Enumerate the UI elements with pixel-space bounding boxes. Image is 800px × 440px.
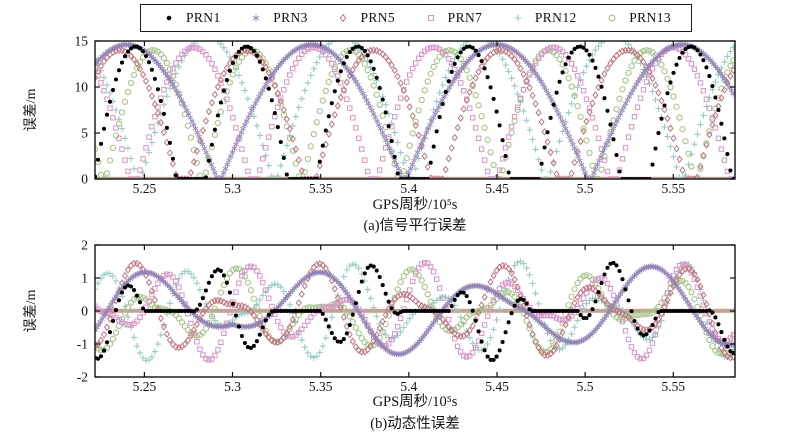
- y-tick-label: 10: [75, 80, 89, 95]
- series-prn13: [94, 265, 736, 357]
- y-tick-label: 1: [81, 271, 88, 286]
- series-prn3: [94, 263, 736, 358]
- y-tick-label: -1: [77, 337, 88, 352]
- chart-b-ylabel: 误差/m: [24, 289, 39, 333]
- legend-label: PRN7: [447, 10, 483, 25]
- axes-frame: [94, 244, 736, 378]
- legend-item-prn13: PRN13: [604, 10, 671, 26]
- y-tick-label: -2: [77, 370, 88, 385]
- y-tick-label: 0: [81, 172, 88, 187]
- zero-overlap-band: [95, 176, 735, 180]
- x-tick-label: 5.35: [309, 181, 333, 196]
- legend-item-prn7: PRN7: [423, 10, 483, 26]
- plot-area: [94, 40, 736, 180]
- axes-frame: [94, 40, 736, 180]
- legend-item-prn12: PRN12: [510, 10, 577, 26]
- asterisk-icon: [252, 14, 260, 22]
- chart-b-caption: (b)动态性误差: [370, 416, 460, 432]
- x-tick-label: 5.55: [661, 181, 685, 196]
- open-square-icon: [427, 15, 434, 21]
- chart-a-xlabel: GPS周秒/10⁵s: [372, 197, 458, 213]
- legend-item-prn1: PRN1: [161, 10, 221, 26]
- filled-circle-icon: [166, 15, 172, 21]
- x-tick-label: 5.3: [224, 379, 241, 394]
- series-prn12: [94, 258, 736, 364]
- zero-overlap-band: [95, 308, 735, 313]
- legend-label: PRN5: [360, 10, 396, 25]
- legend-label: PRN13: [629, 10, 671, 25]
- x-tick-label: 5.5: [577, 181, 594, 196]
- y-tick-label: 0: [81, 304, 88, 319]
- x-tick-label: 5.35: [309, 379, 333, 394]
- chart-a-ylabel: 误差/m: [24, 88, 39, 132]
- open-diamond-icon: [340, 13, 347, 23]
- x-tick-label: 5.3: [224, 181, 241, 196]
- chart-a-caption: (a)信号平行误差: [363, 218, 467, 234]
- legend-item-prn5: PRN5: [335, 10, 395, 26]
- tick-marks: [95, 244, 735, 378]
- series-prn7: [94, 44, 736, 180]
- series-prn12: [94, 40, 736, 180]
- chart-b-xlabel: GPS周秒/10⁵s: [372, 394, 458, 410]
- x-tick-label: 5.25: [133, 181, 157, 196]
- y-tick-label: 2: [81, 240, 88, 253]
- legend-box: PRN1 PRN3 PRN5 PRN7 PRN12 PRN13: [140, 4, 692, 32]
- x-tick-label: 5.25: [133, 379, 157, 394]
- tick-marks: [95, 40, 735, 180]
- x-tick-label: 5.45: [485, 379, 509, 394]
- legend-label: PRN3: [273, 10, 308, 25]
- legend-item-prn3: PRN3: [248, 10, 308, 26]
- open-circle-icon: [608, 14, 616, 22]
- series-prn3: [94, 41, 736, 180]
- x-tick-label: 5.5: [577, 379, 594, 394]
- plot-area: [94, 258, 736, 364]
- series-prn5: [94, 259, 736, 362]
- series-prn1: [94, 44, 736, 180]
- series-prn13: [94, 47, 736, 180]
- y-tick-label: 5: [81, 126, 88, 141]
- x-tick-label: 5.55: [661, 379, 685, 394]
- series-prn7: [94, 259, 736, 363]
- x-tick-label: 5.45: [485, 181, 509, 196]
- y-tick-label: 15: [75, 36, 89, 49]
- plus-icon: [514, 14, 522, 22]
- series-prn1: [94, 260, 736, 362]
- legend-label: PRN1: [186, 10, 221, 25]
- series-prn5: [94, 46, 736, 180]
- legend-label: PRN12: [534, 10, 577, 25]
